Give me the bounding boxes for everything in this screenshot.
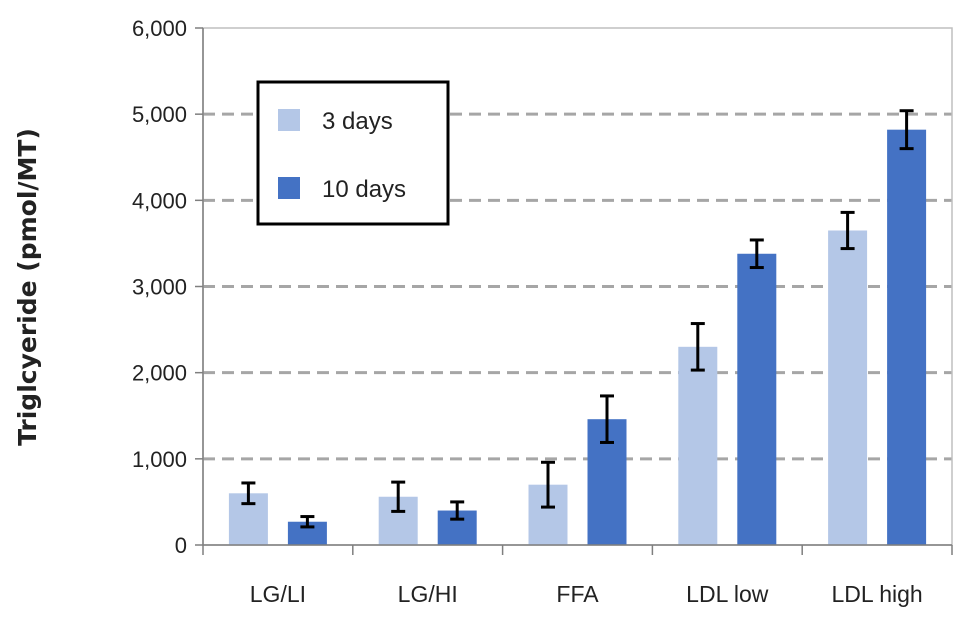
legend-box bbox=[256, 80, 450, 226]
x-category-label: LG/LI bbox=[250, 581, 306, 607]
x-category-label: LDL low bbox=[686, 581, 769, 607]
bar bbox=[737, 253, 777, 546]
bar bbox=[678, 346, 718, 545]
axes bbox=[195, 27, 953, 555]
bar bbox=[887, 129, 927, 545]
bars bbox=[228, 129, 927, 546]
x-category-label: FFA bbox=[556, 581, 599, 607]
y-tick-label: 1,000 bbox=[132, 447, 187, 472]
bar bbox=[828, 230, 868, 545]
x-category-label: LG/HI bbox=[398, 581, 458, 607]
legend-label-3-days: 3 days bbox=[322, 108, 393, 135]
y-axis-label: Triglcyeride (pmol/MT) bbox=[13, 128, 42, 446]
y-tick-label: 4,000 bbox=[132, 188, 187, 213]
legend-swatch-10-days bbox=[278, 177, 300, 199]
y-tick-label: 5,000 bbox=[132, 102, 187, 127]
legend-swatch-3-days bbox=[278, 109, 300, 131]
y-tick-label: 3,000 bbox=[132, 275, 187, 300]
legend: 3 days 10 days bbox=[256, 80, 450, 226]
y-tick-label: 0 bbox=[175, 533, 187, 558]
x-category-labels: LG/LI LG/HI FFA LDL low LDL high bbox=[250, 581, 923, 607]
y-tick-label: 6,000 bbox=[132, 16, 187, 41]
bar bbox=[287, 521, 327, 545]
y-tick-labels: 0 1,000 2,000 3,000 4,000 5,000 6,000 bbox=[132, 16, 187, 558]
y-tick-label: 2,000 bbox=[132, 361, 187, 386]
x-category-label: LDL high bbox=[831, 581, 922, 607]
legend-label-10-days: 10 days bbox=[322, 176, 406, 203]
error-bars bbox=[241, 109, 914, 529]
